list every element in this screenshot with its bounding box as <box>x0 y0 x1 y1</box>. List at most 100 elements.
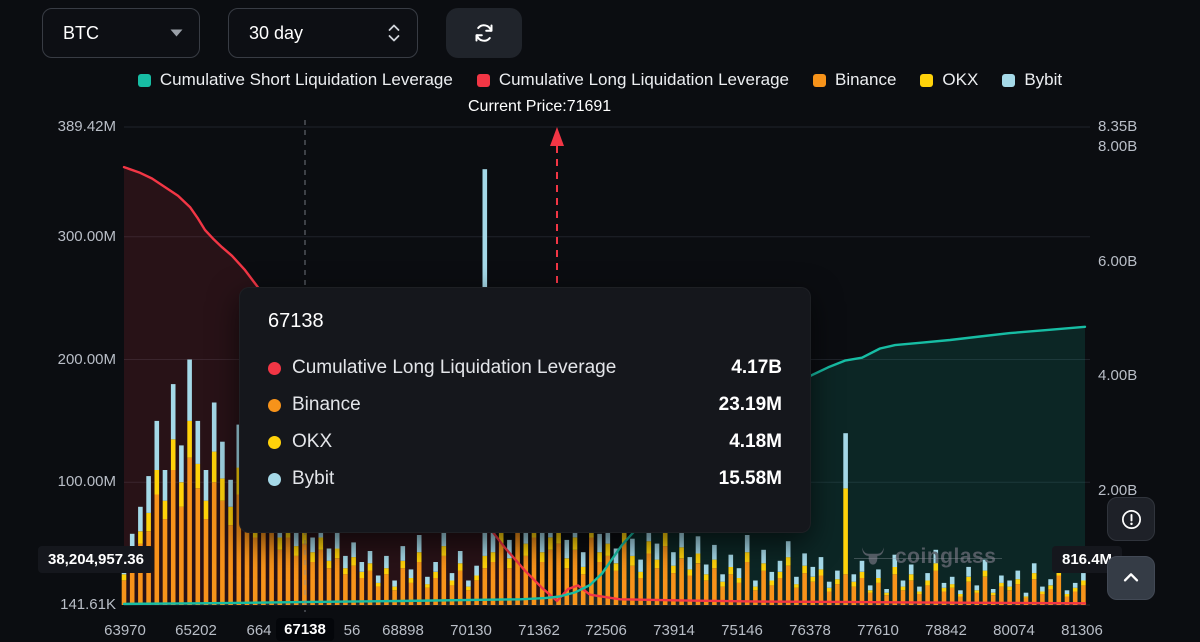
legend-item-bybit[interactable]: Bybit <box>1002 70 1062 90</box>
bar-segment-okx <box>949 584 955 588</box>
tooltip-title: 67138 <box>268 310 324 332</box>
bar-segment-bybit <box>441 527 447 547</box>
bar-segment-bybit <box>408 569 414 578</box>
bar-segment-okx <box>138 531 143 544</box>
bar-segment-binance <box>794 587 799 605</box>
bar-segment-bybit <box>474 565 479 576</box>
bar-segment-okx <box>203 500 209 520</box>
bar-segment-bybit <box>769 571 775 581</box>
bar-segment-bybit <box>392 580 397 587</box>
bar-segment-bybit <box>613 548 619 564</box>
bar-segment-okx <box>621 528 627 544</box>
tooltip-series-value: 4.17B <box>731 357 782 378</box>
bar-segment-okx <box>925 580 930 586</box>
x-axis-tick: 65202 <box>175 622 217 639</box>
bar-segment-binance <box>162 519 168 605</box>
bar-segment-okx <box>121 574 127 581</box>
bar-segment-binance <box>605 555 611 605</box>
legend-item-okx[interactable]: OKX <box>920 70 978 90</box>
bar-segment-okx <box>810 576 816 582</box>
bar-segment-bybit <box>597 533 602 553</box>
left-axis-tick: 141.61K <box>60 596 116 613</box>
bar-segment-binance <box>892 574 898 605</box>
bar-segment-okx <box>146 512 151 532</box>
bar-segment-binance <box>474 580 479 605</box>
right-axis: 8.35B 8.00B 6.00B 4.00B 2.00B <box>1098 0 1168 642</box>
bar-segment-bybit <box>1007 580 1012 587</box>
bar-segment-okx <box>1023 596 1029 598</box>
bar-segment-binance <box>728 574 734 605</box>
bar-segment-bybit <box>154 420 160 470</box>
bar-segment-bybit <box>375 575 381 583</box>
left-axis-tick: 100.00M <box>57 473 116 491</box>
bar-segment-bybit <box>785 541 791 558</box>
left-axis-tick: 300.00M <box>57 227 116 245</box>
bar-segment-okx <box>892 566 898 575</box>
bar-segment-okx <box>990 592 996 596</box>
bar-segment-binance <box>867 592 873 605</box>
coin-select[interactable]: BTC <box>42 8 200 58</box>
bar-segment-okx <box>597 552 602 562</box>
alert-button[interactable] <box>1107 497 1155 541</box>
short-leverage-swatch <box>137 73 151 87</box>
bar-segment-binance <box>753 590 758 605</box>
tooltip-row-okx: OKX 4.18M <box>268 431 782 453</box>
bar-segment-okx <box>794 584 799 588</box>
legend-label: OKX <box>942 70 979 89</box>
bar-segment-bybit <box>138 506 143 532</box>
bar-segment-binance <box>515 531 520 605</box>
refresh-button[interactable] <box>446 8 522 58</box>
bar-segment-okx <box>523 543 529 556</box>
bar-segment-okx <box>859 571 865 578</box>
bar-segment-bybit <box>630 538 635 556</box>
legend-item-short-leverage[interactable]: Cumulative Short Liquidation Leverage <box>137 70 453 90</box>
timeframe-select[interactable]: 30 day <box>228 8 418 58</box>
bar-segment-binance <box>703 580 709 605</box>
bar-segment-binance <box>408 582 414 605</box>
bar-segment-bybit <box>1072 582 1078 588</box>
bar-segment-binance <box>1031 579 1037 605</box>
bar-segment-binance <box>662 546 668 605</box>
bar-segment-bybit <box>933 549 939 564</box>
bar-segment-binance <box>744 562 750 605</box>
bar-segment-bybit <box>843 433 848 489</box>
bar-segment-okx <box>1015 579 1021 585</box>
scroll-top-button[interactable] <box>1107 556 1155 600</box>
bar-segment-okx <box>974 590 980 593</box>
coinglass-watermark: coinglass <box>853 544 1003 570</box>
bar-segment-binance <box>556 543 561 605</box>
bar-segment-bybit <box>146 476 151 513</box>
bar-segment-binance <box>982 576 988 605</box>
bar-segment-bybit <box>753 580 758 587</box>
legend-item-long-leverage[interactable]: Cumulative Long Liquidation Leverage <box>476 70 789 90</box>
bar-segment-okx <box>876 578 881 583</box>
bar-segment-bybit <box>203 470 209 501</box>
x-axis-tick: 77610 <box>857 622 899 639</box>
bar-segment-binance <box>203 519 209 605</box>
bar-segment-okx <box>359 571 365 578</box>
bar-segment-okx <box>958 594 963 597</box>
bar-segment-binance <box>441 555 447 605</box>
bar-segment-binance <box>531 537 537 605</box>
legend-item-binance[interactable]: Binance <box>812 70 896 90</box>
bar-segment-okx <box>1031 573 1037 580</box>
legend-label: Bybit <box>1024 70 1063 89</box>
bar-segment-binance <box>785 565 791 605</box>
bar-segment-bybit <box>580 552 586 567</box>
bar-segment-bybit <box>736 568 742 578</box>
bar-segment-bybit <box>958 590 963 594</box>
left-axis-tick: 389.42M <box>57 118 116 135</box>
bar-segment-bybit <box>326 548 332 561</box>
bar-segment-binance <box>1040 594 1045 605</box>
bar-segment-binance <box>375 586 381 605</box>
bar-segment-binance <box>285 537 291 605</box>
bar-segment-binance <box>310 562 315 605</box>
bar-segment-binance <box>679 558 684 605</box>
bar-segment-bybit <box>433 562 438 572</box>
tooltip-series-value: 4.18M <box>729 431 782 452</box>
tooltip-series-name: Binance <box>292 394 361 415</box>
bar-segment-bybit <box>310 537 315 553</box>
bar-segment-bybit <box>941 582 947 588</box>
binance-swatch <box>812 73 826 87</box>
bar-segment-binance <box>990 595 996 605</box>
